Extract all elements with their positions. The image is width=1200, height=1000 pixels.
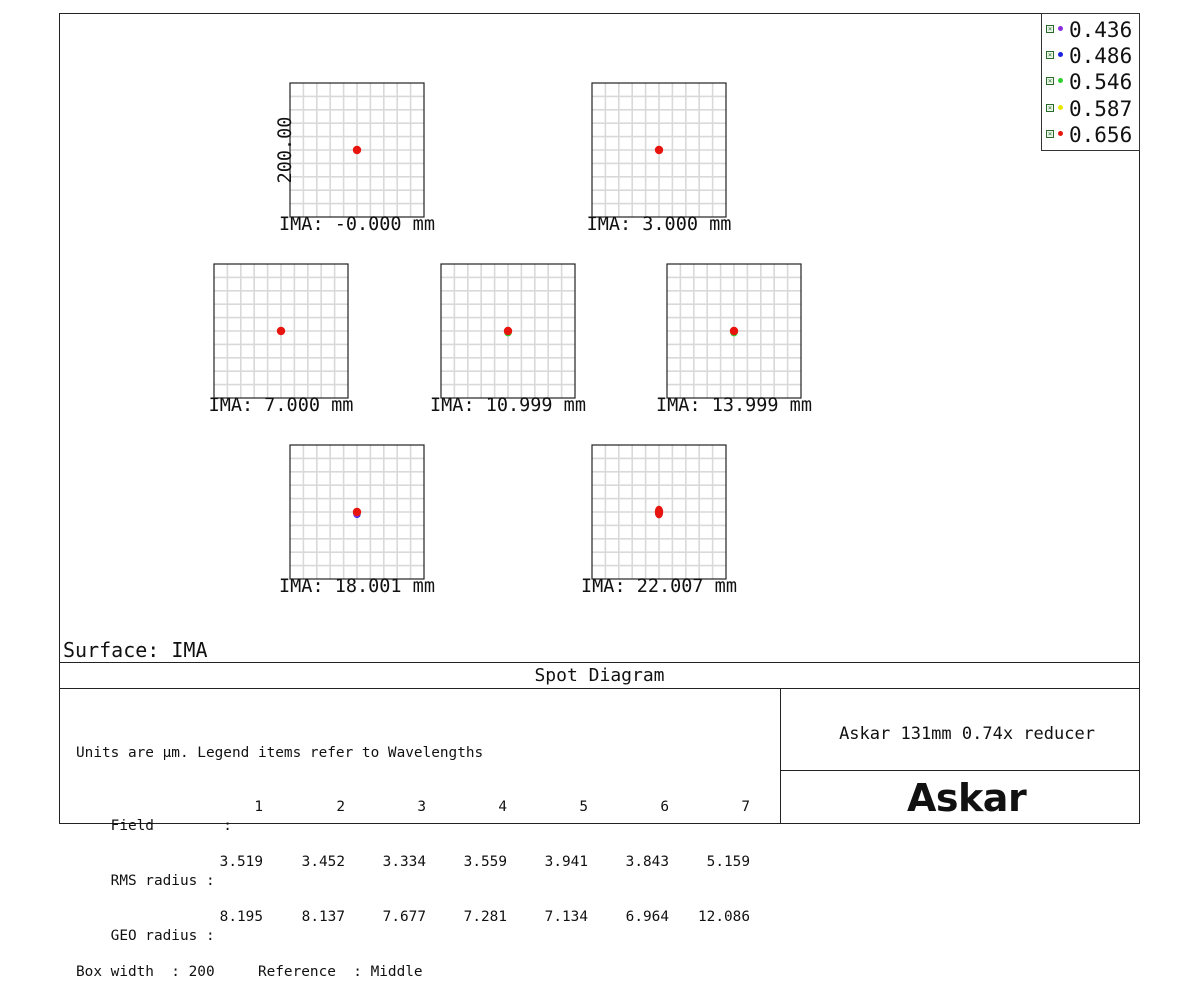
- spot-0.656: [503, 326, 513, 336]
- field-number-4: 4: [498, 799, 507, 816]
- box-width-line: Box width : 200 Reference : Middle: [76, 964, 423, 981]
- spot-plot-6: IMA: 18.001 mm: [279, 444, 435, 597]
- legend-label: 0.587: [1069, 96, 1133, 121]
- field-number-5: 5: [579, 799, 588, 816]
- units-note: Units are µm. Legend items refer to Wave…: [76, 744, 484, 761]
- field-number-7: 7: [741, 799, 750, 816]
- rms-value-6: 3.843: [625, 854, 669, 871]
- spot-0.656: [729, 326, 739, 336]
- spot-plot-3: IMA: 7.000 mm: [209, 263, 354, 416]
- geo-value-2: 8.137: [301, 909, 345, 926]
- checkbox-icon: ×: [1046, 25, 1054, 33]
- geo-value-4: 7.281: [463, 909, 507, 926]
- geo-value-1: 8.195: [219, 909, 263, 926]
- spot-plot-4: IMA: 10.999 mm: [430, 263, 586, 416]
- rms-value-3: 3.334: [382, 854, 426, 871]
- legend-label: 0.546: [1069, 70, 1133, 95]
- spot-0.656: [654, 505, 664, 519]
- legend-dot-icon: [1058, 78, 1063, 84]
- field-number-3: 3: [417, 799, 426, 816]
- spot-0.656: [352, 507, 362, 517]
- plot-border: [591, 444, 727, 580]
- legend-dot-icon: [1058, 26, 1063, 31]
- spot-diagram-plots: IMA: -0.000 mm IMA: 3.000 mm IMA: 7.000 mm…: [209, 82, 812, 597]
- spot-0.656: [654, 145, 664, 155]
- field-number-6: 6: [660, 799, 669, 816]
- plot-border: [289, 444, 425, 580]
- askar-logo: Askar: [907, 776, 1027, 820]
- plot-border: [289, 82, 425, 218]
- rms-value-5: 3.941: [544, 854, 588, 871]
- checkbox-icon: ×: [1046, 103, 1054, 112]
- chart-title: Spot Diagram: [534, 665, 665, 686]
- legend-dot-icon: [1058, 104, 1063, 110]
- legend-dot-icon: [1058, 52, 1063, 58]
- legend-item-0.436: × 0.436: [1042, 17, 1141, 43]
- geo-row-label: GEO radius :: [110, 927, 215, 944]
- surface-label: Surface: IMA: [63, 638, 208, 662]
- field-number-2: 2: [336, 799, 345, 816]
- geo-row: GEO radius : 8.195 8.137 7.677 7.281 7.134 6.…: [76, 908, 750, 943]
- plot-border: [591, 82, 727, 218]
- field-row: Field : 1 2 3 4 5 6 7: [76, 798, 750, 833]
- plot-border: [440, 263, 576, 399]
- rms-row: RMS radius : 3.519 3.452 3.334 3.559 3.941 3.…: [76, 853, 750, 888]
- footer-divider-horizontal: [780, 770, 1140, 771]
- geo-value-3: 7.677: [382, 909, 426, 926]
- field-label: IMA: 10.999 mm: [430, 395, 586, 416]
- field-label: IMA: -0.000 mm: [279, 214, 435, 235]
- field-label: IMA: 7.000 mm: [209, 395, 354, 416]
- legend-item-0.656: × 0.656: [1042, 122, 1141, 148]
- spot-plot-1: IMA: -0.000 mm: [279, 82, 435, 235]
- geo-value-7: 12.086: [698, 909, 750, 926]
- plot-frame: [59, 13, 1140, 824]
- rms-value-4: 3.559: [463, 854, 507, 871]
- field-row-label: Field :: [110, 817, 232, 834]
- field-label: IMA: 22.007 mm: [581, 576, 737, 597]
- product-name: Askar 131mm 0.74x reducer: [839, 724, 1095, 744]
- field-label: IMA: 3.000 mm: [587, 214, 732, 235]
- legend-label: 0.656: [1069, 122, 1133, 147]
- field-number-1: 1: [254, 799, 263, 816]
- geo-value-6: 6.964: [625, 909, 669, 926]
- spot-plot-7: IMA: 22.007 mm: [581, 444, 737, 597]
- legend-item-0.486: × 0.486: [1042, 43, 1141, 69]
- legend-item-0.587: × 0.587: [1042, 96, 1141, 122]
- spot-0.656: [276, 326, 286, 336]
- legend-dot-icon: [1058, 130, 1063, 136]
- info-table: Units are µm. Legend items refer to Wave…: [76, 707, 750, 1000]
- wavelength-legend: × 0.436 × 0.486 × 0.546 × 0.587 × 0.656: [1041, 13, 1140, 151]
- spot-plot-5: IMA: 13.999 mm: [656, 263, 812, 416]
- title-bar: Spot Diagram: [59, 662, 1140, 689]
- geo-value-5: 7.134: [544, 909, 588, 926]
- legend-label: 0.436: [1069, 18, 1133, 42]
- rms-row-label: RMS radius :: [110, 872, 215, 889]
- rms-value-7: 5.159: [706, 854, 750, 871]
- plot-border: [666, 263, 802, 399]
- field-label: IMA: 13.999 mm: [656, 395, 812, 416]
- checkbox-icon: ×: [1046, 77, 1054, 86]
- plot-border: [213, 263, 349, 399]
- legend-item-0.546: × 0.546: [1042, 69, 1141, 95]
- spot-0.656: [352, 145, 362, 155]
- scale-label: 200.00: [275, 117, 296, 184]
- checkbox-icon: ×: [1046, 51, 1054, 60]
- legend-label: 0.486: [1069, 44, 1133, 69]
- spot-plot-2: IMA: 3.000 mm: [587, 82, 732, 235]
- rms-value-2: 3.452: [301, 854, 345, 871]
- checkbox-icon: ×: [1046, 129, 1054, 138]
- footer-divider-vertical: [780, 689, 781, 824]
- rms-value-1: 3.519: [219, 854, 263, 871]
- field-label: IMA: 18.001 mm: [279, 576, 435, 597]
